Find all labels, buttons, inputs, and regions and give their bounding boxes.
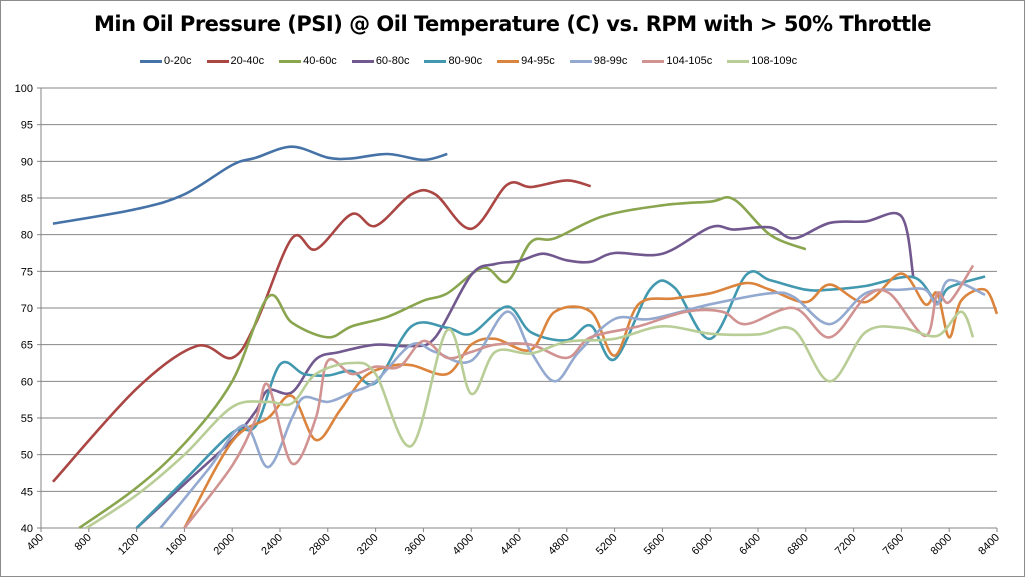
legend-item: 98-99c [569, 55, 628, 67]
series-line-0-20c [52, 145, 448, 225]
legend-label: 108-109c [751, 55, 798, 67]
legend-swatch [206, 59, 229, 63]
x-tick-label: 6000 [690, 532, 716, 558]
x-tick-label: 6800 [785, 532, 811, 558]
x-tick-label: 3600 [403, 532, 429, 558]
x-tick-label: 7200 [833, 532, 859, 558]
legend-item: 94-95c [497, 55, 555, 67]
legend-item: 108-109c [727, 55, 797, 67]
x-tick-label: 4000 [451, 532, 477, 558]
legend-label: 80-90c [448, 55, 483, 67]
legend-swatch [727, 59, 750, 63]
x-tick-label: 2000 [212, 532, 238, 558]
legend-item: 80-90c [424, 55, 482, 67]
series-line-80-90c [135, 270, 986, 529]
x-tick-label: 6400 [737, 532, 763, 558]
y-tick-label: 75 [21, 266, 33, 278]
y-tick-label: 50 [21, 450, 33, 462]
y-tick-label: 85 [21, 193, 33, 205]
series-line-108-109c [85, 310, 975, 530]
x-tick-label: 4400 [498, 532, 524, 558]
x-tick-label: 800 [72, 532, 93, 553]
y-tick-label: 55 [21, 413, 33, 425]
legend-label: 60-80c [375, 55, 410, 67]
y-tick-label: 80 [21, 230, 33, 242]
legend-item: 0-20c [140, 55, 192, 67]
legend-label: 40-60c [303, 55, 337, 67]
legend-item: 104-105c [642, 55, 712, 67]
legend-label: 98-99c [593, 55, 628, 67]
series-line-104-105c [183, 264, 975, 529]
legend-item: 20-40c [206, 55, 265, 67]
series-line-60-80c [135, 211, 915, 529]
legend-swatch [351, 59, 374, 63]
legend-label: 94-95c [521, 55, 555, 67]
legend-swatch [642, 59, 665, 63]
series-line-40-60c [78, 196, 807, 530]
x-tick-label: 7600 [881, 532, 907, 558]
y-tick-label: 60 [21, 376, 33, 388]
x-tick-label: 2400 [259, 532, 285, 558]
y-tick-label: 65 [21, 340, 33, 352]
y-tick-label: 100 [15, 83, 33, 95]
x-tick-label: 1200 [116, 532, 142, 558]
legend-item: 40-60c [279, 55, 337, 67]
y-tick-label: 95 [21, 120, 33, 132]
legend-item: 60-80c [351, 55, 410, 67]
legend-label: 0-20c [164, 55, 192, 67]
legend-swatch [424, 59, 447, 63]
chart-title: Min Oil Pressure (PSI) @ Oil Temperature… [94, 12, 931, 36]
y-tick-label: 90 [21, 156, 33, 168]
legend-label: 20-40c [230, 55, 265, 67]
x-tick-label: 8000 [929, 532, 955, 558]
legend-swatch [279, 59, 302, 63]
x-tick-label: 8400 [976, 532, 1002, 558]
y-tick-label: 70 [21, 303, 33, 315]
x-tick-label: 5600 [642, 532, 668, 558]
y-tick-label: 45 [21, 486, 33, 498]
x-tick-label: 4800 [546, 532, 572, 558]
series-line-20-40c [51, 179, 592, 483]
legend-swatch [497, 59, 520, 63]
legend-swatch [569, 59, 592, 63]
x-tick-label: 5200 [594, 532, 620, 558]
y-tick-label: 40 [21, 523, 33, 535]
x-tick-label: 1600 [164, 532, 190, 558]
legend-label: 104-105c [666, 55, 713, 67]
x-tick-label: 2800 [307, 532, 333, 558]
legend-swatch [140, 59, 162, 63]
legend: 0-20c 20-40c 40-60c 60-80c 80-90c 94-95c 98-99… [140, 55, 797, 67]
series-line-94-95c [183, 272, 999, 529]
x-tick-label: 3200 [355, 532, 381, 558]
